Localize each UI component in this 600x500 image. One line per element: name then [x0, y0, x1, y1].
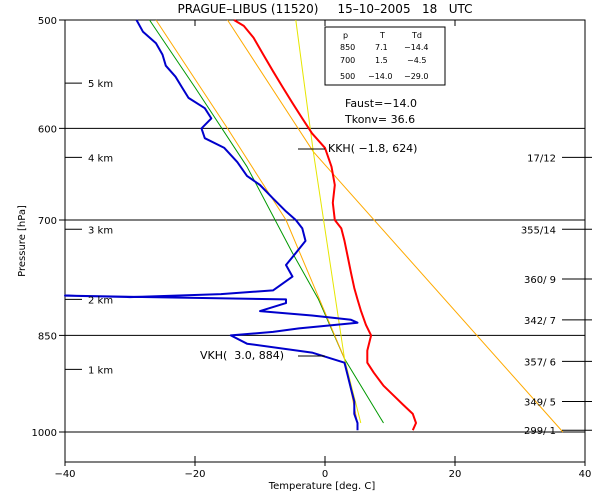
x-tick-label: −20: [184, 469, 205, 480]
x-tick-label: −40: [54, 469, 75, 480]
dewpoint-series: [64, 19, 359, 431]
table-cell: 850: [340, 43, 355, 52]
y-tick-label: 700: [38, 216, 57, 227]
table-cell: −4.5: [407, 56, 426, 65]
height-labels: 6 km5 km4 km3 km2 km1 km: [65, 79, 113, 376]
vkh-annotation: VKH( 3.0, 884): [200, 349, 284, 362]
y-tick-label: 600: [38, 124, 57, 135]
kkh-annotation: KKH( −1.8, 624): [328, 142, 417, 155]
table-cell: 1.5: [375, 56, 388, 65]
levels-table-box: [324, 26, 446, 86]
table-header-td: Td: [411, 31, 422, 40]
x-tick-label: 0: [322, 469, 328, 480]
levels-table: p T Td 850 7.1 −14.4 700 1.5 −4.5 500 −1…: [324, 26, 446, 86]
y-axis-ticks: 500 600 700 850 1000: [32, 16, 65, 439]
table-header-p: p: [343, 31, 348, 40]
table-header-t: T: [379, 31, 385, 40]
height-label: 5 km: [88, 79, 113, 90]
height-label: 2 km: [88, 295, 113, 306]
x-tick-label: 40: [579, 469, 592, 480]
plot-frame: [64, 19, 586, 463]
wind-label: 360/ 9: [524, 275, 556, 286]
faust-index: Faust=−14.0: [345, 97, 417, 110]
curves: [64, 19, 564, 433]
wind-label: 357/ 6: [524, 357, 556, 368]
wind-label: 342/ 7: [524, 316, 556, 327]
x-axis-label: Temperature [deg. C]: [268, 481, 376, 492]
temperature-series: [233, 19, 417, 431]
height-label: 1 km: [88, 365, 113, 376]
tkonv-index: Tkonv= 36.6: [344, 113, 415, 126]
table-cell: 7.1: [375, 43, 388, 52]
table-cell: 500: [340, 72, 355, 81]
y-tick-label: 500: [38, 16, 57, 27]
wind-label: 17/12: [527, 153, 556, 164]
table-cell: −14.4: [404, 43, 429, 52]
wind-label: 349/ 5: [524, 398, 556, 409]
height-label: 4 km: [88, 153, 113, 164]
wind-label: 355/14: [521, 225, 556, 236]
table-cell: −14.0: [368, 72, 393, 81]
y-axis-label: Pressure [hPa]: [17, 205, 28, 277]
y-tick-label: 850: [38, 331, 57, 342]
y-tick-label: 1000: [32, 428, 57, 439]
grid-lines: [65, 19, 585, 433]
height-label: 3 km: [88, 225, 113, 236]
mixing-ratio-line: [295, 19, 362, 424]
wind-label: 299/ 1: [524, 426, 556, 437]
table-cell: 700: [340, 56, 355, 65]
chart-title: PRAGUE–LIBUS (11520) 15–10–2005 18 UTC: [177, 2, 472, 16]
x-axis-ticks: −40 −20 0 20 40: [54, 20, 591, 480]
x-tick-label: 20: [449, 469, 462, 480]
table-cell: −29.0: [404, 72, 429, 81]
